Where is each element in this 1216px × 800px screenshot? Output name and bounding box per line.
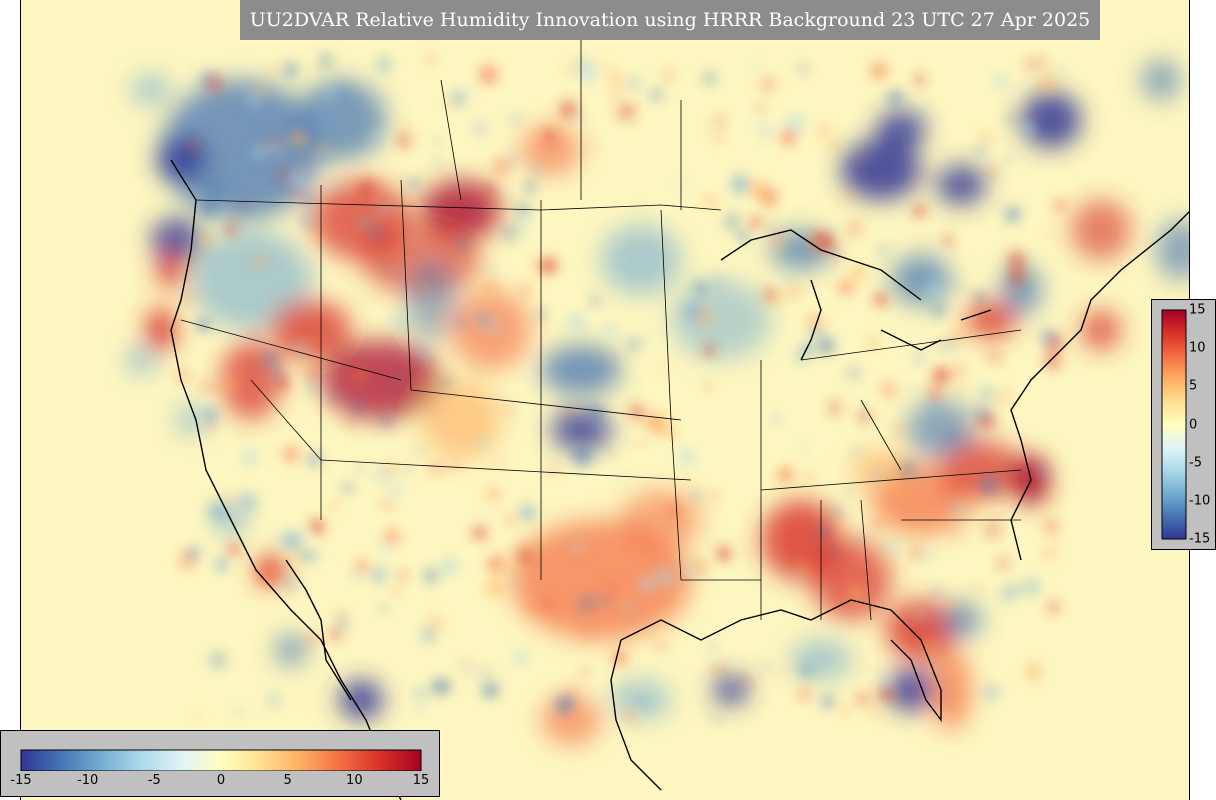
colorbar-horizontal: -15 -10 -5 0 5 10 15 [0,730,440,797]
colorbar-tick-label: 15 [1189,302,1206,318]
colorbar-tick-label: -10 [77,773,99,788]
colorbar-tick-label: 5 [1189,378,1198,394]
colorbar-tick-label: 0 [216,773,226,788]
colorbar-tick-label: 10 [346,773,363,788]
colorbar-horizontal-gradient [20,749,422,771]
colorbar-tick-label: -15 [1189,531,1211,547]
humidity-innovation-map[interactable] [21,0,1190,800]
colorbar-tick-label: 10 [1189,340,1206,356]
colorbar-tick-label: -15 [10,773,32,788]
speckle-texture [177,53,1066,725]
colorbar-vertical-gradient [1161,309,1187,540]
colorbar-tick-label: 0 [1189,417,1198,432]
colorbar-tick-label: -10 [1189,493,1211,509]
state-borders [180,40,1022,621]
colorbar-tick-label: 15 [412,773,430,788]
map-frame [20,0,1190,800]
colorbar-tick-label: -5 [1189,455,1202,471]
colorbar-tick-label: -5 [147,773,161,788]
map-title: UU2DVAR Relative Humidity Innovation usi… [240,0,1100,40]
colorbar-tick-label: 5 [283,773,292,788]
coastlines [170,159,1189,800]
colorbar-vertical: 15 10 5 0 -5 -10 -15 [1151,299,1216,550]
